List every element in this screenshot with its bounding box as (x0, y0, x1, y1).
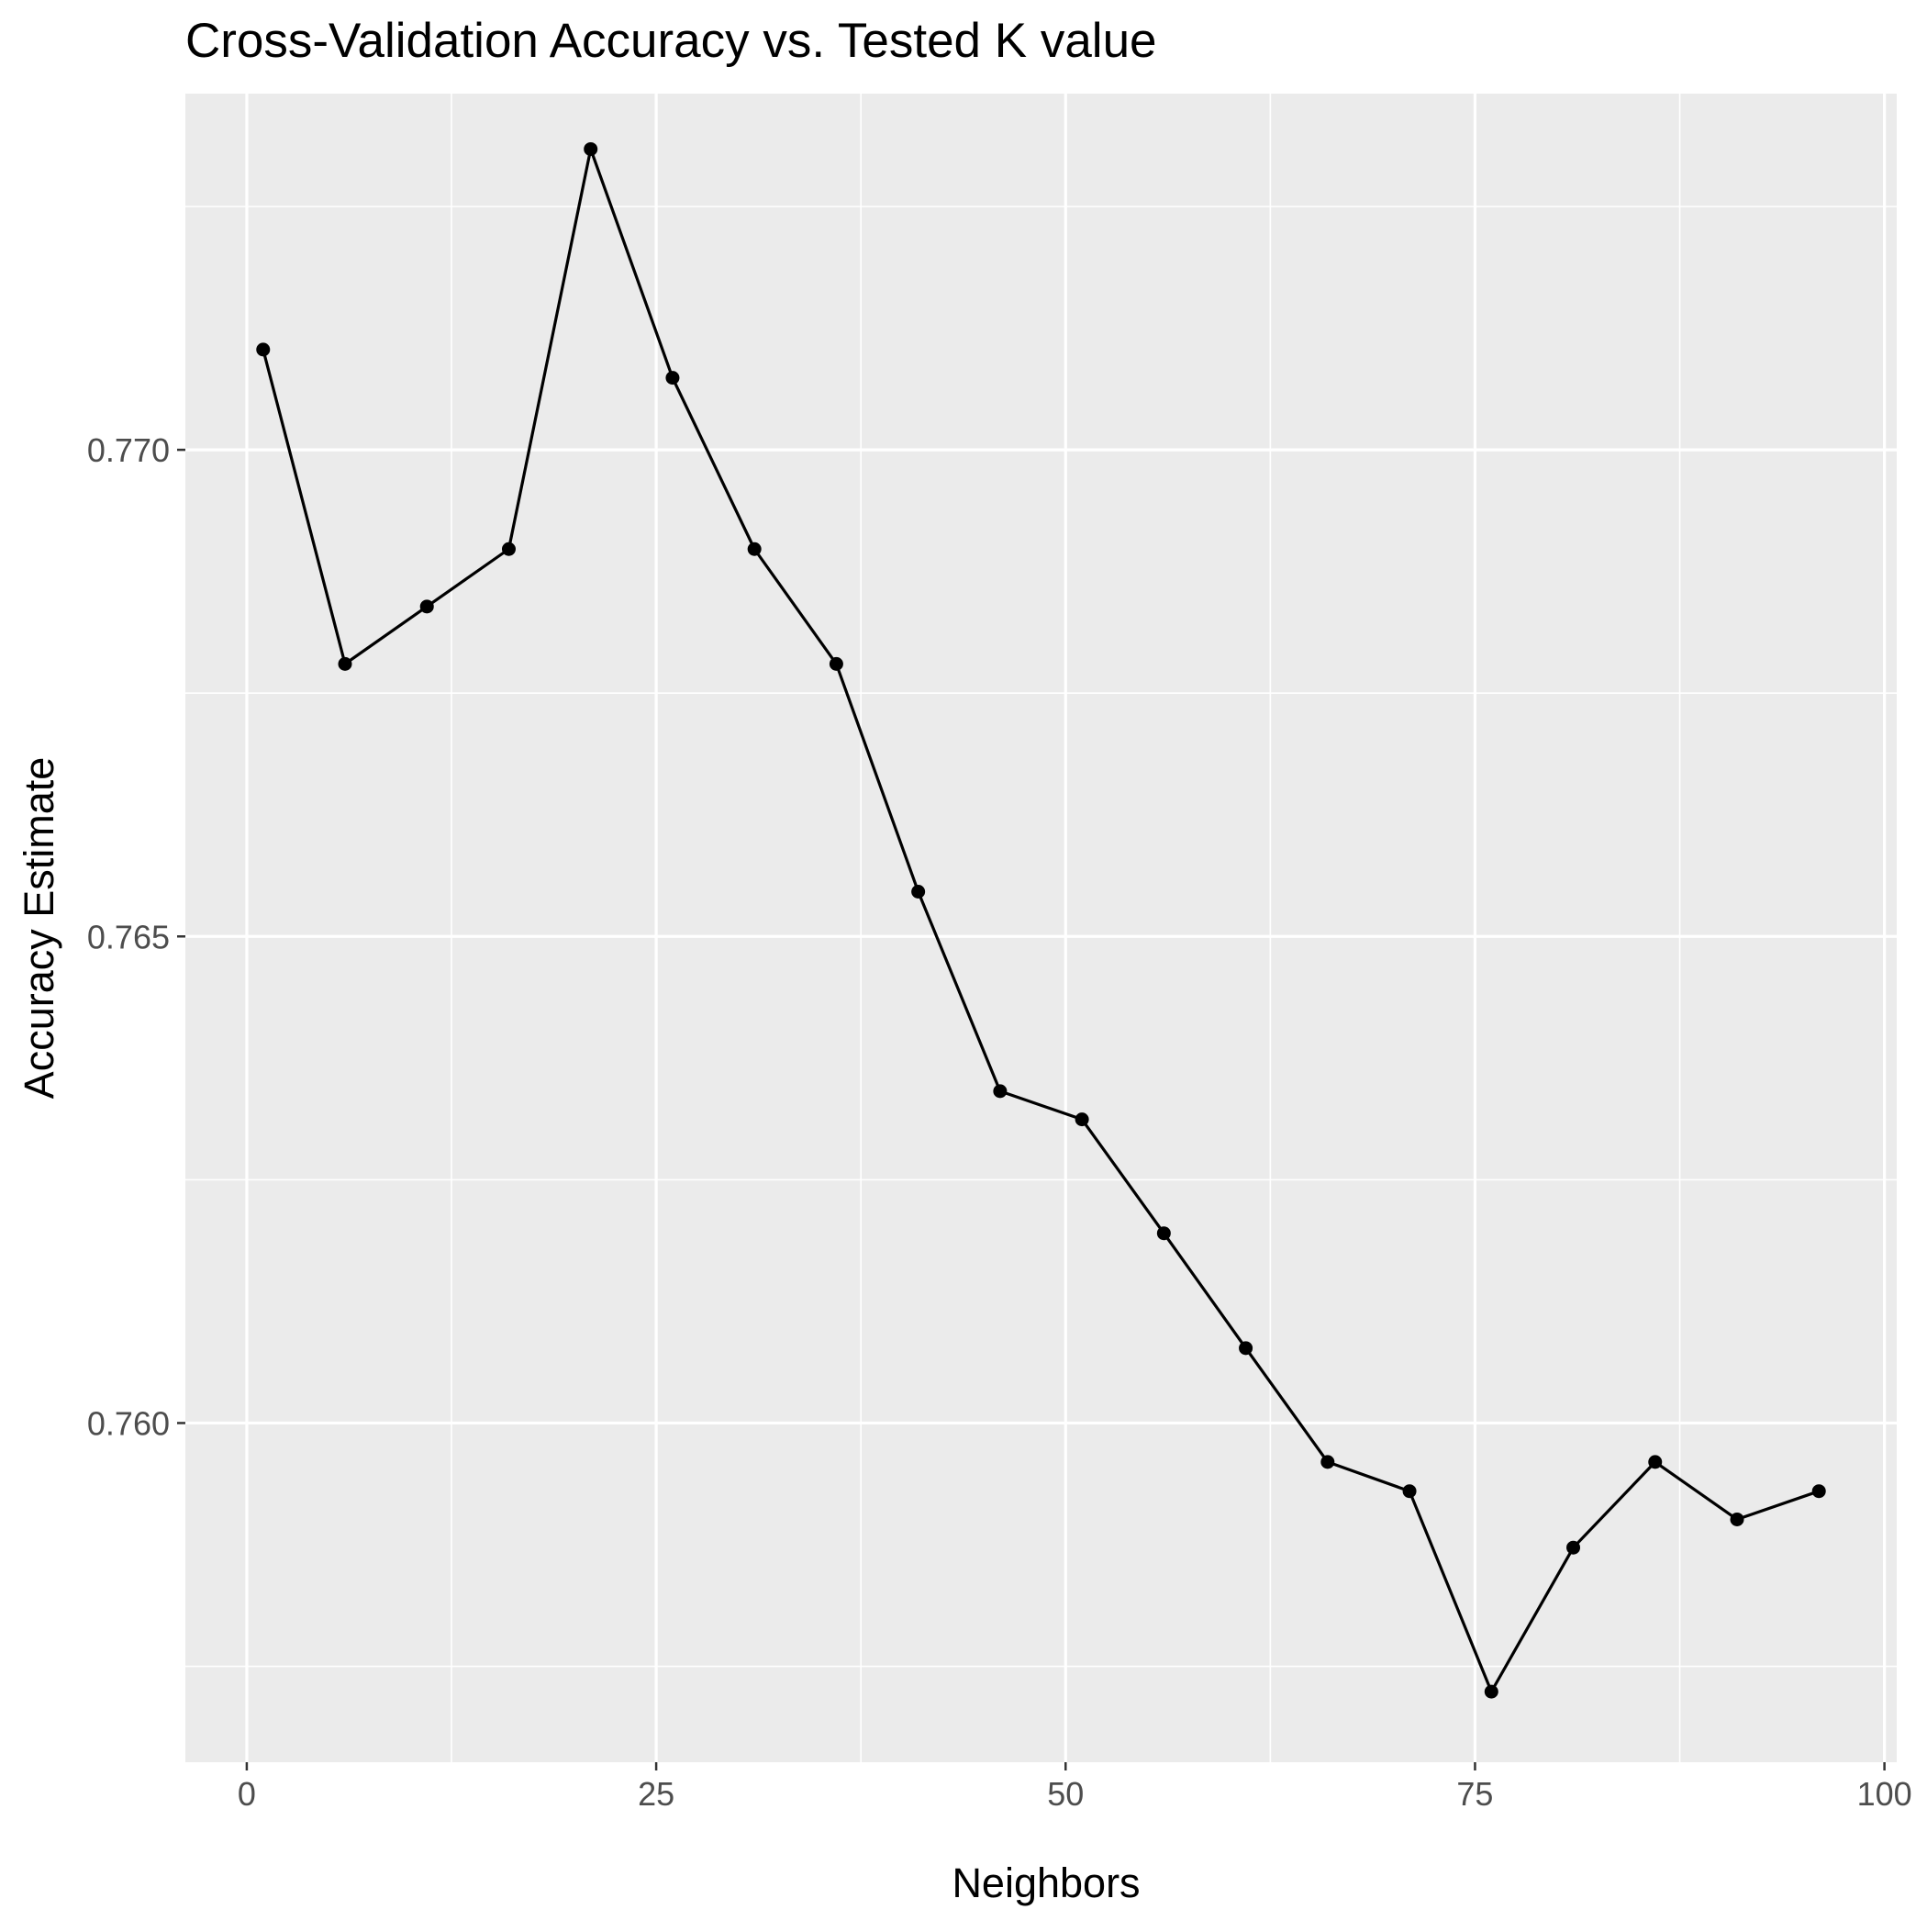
x-tick-label: 0 (238, 1775, 256, 1813)
data-point (1239, 1341, 1253, 1356)
grid-minor (185, 94, 1897, 1762)
data-point (1156, 1226, 1171, 1241)
data-point (1075, 1112, 1089, 1127)
x-tick-label: 75 (1456, 1775, 1493, 1813)
x-tick-label: 50 (1047, 1775, 1084, 1813)
grid-major (185, 94, 1897, 1762)
data-point (1484, 1684, 1498, 1699)
data-point (747, 542, 762, 556)
data-point (829, 656, 843, 671)
y-axis-title: Accuracy Estimate (16, 757, 62, 1100)
y-tick-label: 0.770 (87, 431, 170, 469)
data-point (1320, 1455, 1335, 1469)
plot-panel (185, 94, 1897, 1762)
x-axis-title: Neighbors (952, 1859, 1140, 1906)
data-point (993, 1084, 1008, 1099)
data-point (911, 885, 926, 899)
points-layer (256, 141, 1826, 1699)
data-point (1648, 1455, 1663, 1469)
data-point (1566, 1540, 1581, 1555)
data-point (256, 342, 271, 357)
data-point (1811, 1484, 1826, 1499)
y-axis-ticks: 0.760 0.765 0.770 (87, 431, 185, 1442)
y-tick-label: 0.760 (87, 1404, 170, 1442)
series-line (262, 147, 1820, 1693)
data-point (419, 599, 434, 614)
data-point (501, 542, 516, 556)
data-point (1402, 1484, 1417, 1499)
data-point (338, 656, 352, 671)
x-tick-label: 25 (638, 1775, 674, 1813)
data-point (665, 371, 680, 385)
x-tick-label: 100 (1857, 1775, 1912, 1813)
series-layer (262, 147, 1820, 1693)
data-point (1730, 1512, 1744, 1526)
x-axis-ticks: 0 25 50 75 100 (238, 1762, 1912, 1813)
data-point (584, 141, 598, 156)
chart-title: Cross-Validation Accuracy vs. Tested K v… (185, 14, 1157, 68)
y-tick-label: 0.765 (87, 918, 170, 955)
